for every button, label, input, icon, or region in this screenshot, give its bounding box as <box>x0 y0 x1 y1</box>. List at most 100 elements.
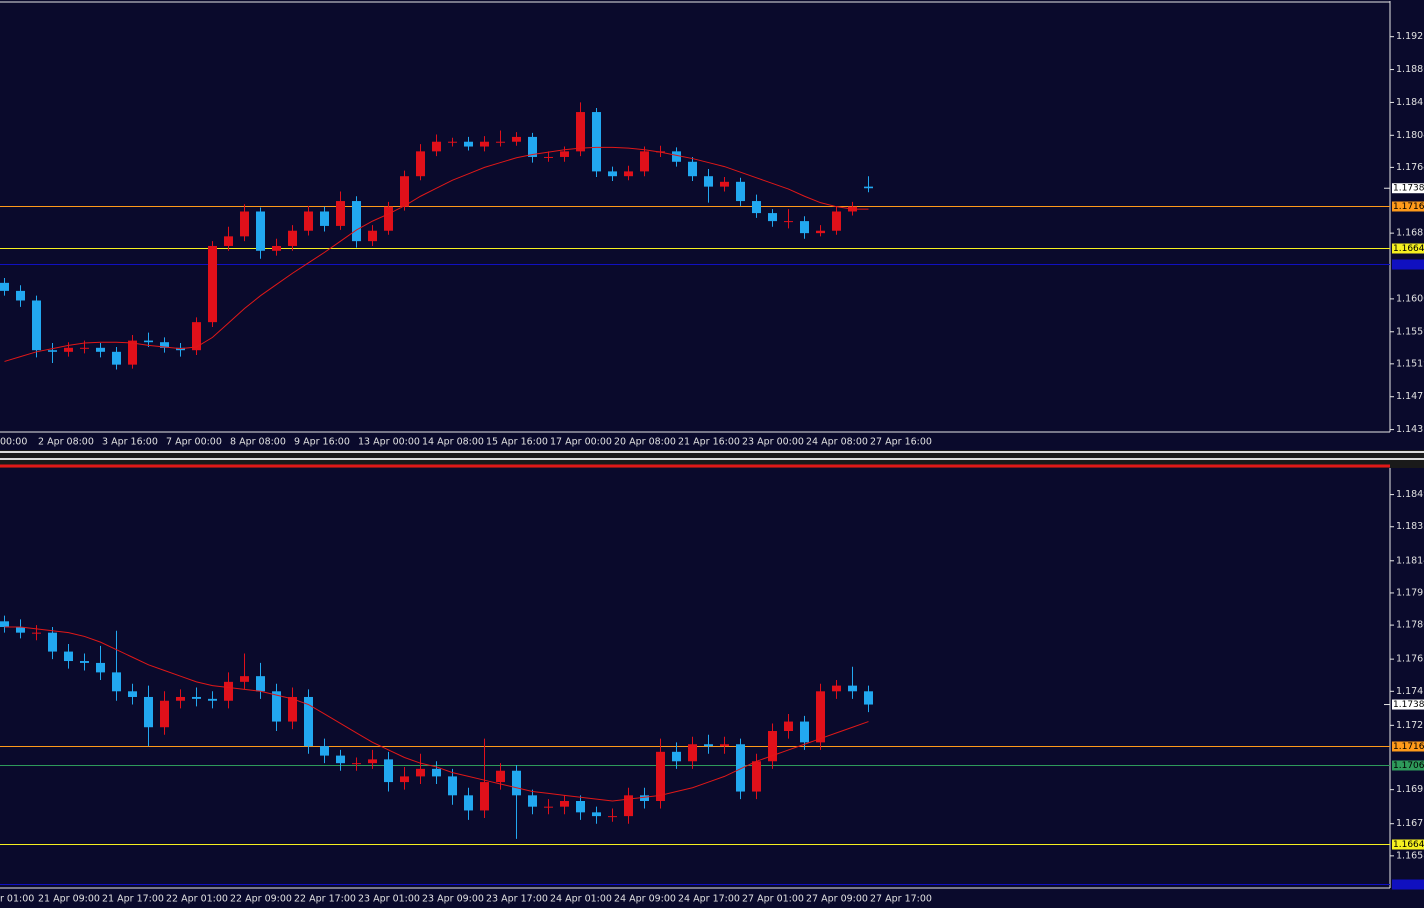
candle-body <box>48 350 57 352</box>
candle-body <box>208 245 217 323</box>
candle-body <box>272 691 281 722</box>
candle-body <box>336 201 345 226</box>
candle-body <box>176 696 185 701</box>
candle-body <box>96 347 105 352</box>
price-tag <box>1392 839 1424 850</box>
y-tick-label: 1.1832 <box>1396 521 1424 532</box>
candle-body <box>192 322 201 351</box>
candle-body <box>640 795 649 801</box>
y-tick-label: 1.1804 <box>1396 130 1424 141</box>
candle-body <box>192 696 201 699</box>
candle-body <box>400 776 409 783</box>
y-tick-label: 1.1727 <box>1396 720 1424 731</box>
y-tick-label: 1.1762 <box>1396 654 1424 665</box>
x-tick-label: 13 Apr 00:00 <box>358 437 420 448</box>
candle-body <box>384 206 393 231</box>
y-tick-label: 1.1693 <box>1396 784 1424 795</box>
candle-body <box>864 186 873 189</box>
candle-body <box>480 141 489 147</box>
x-tick-label: 24 Apr 08:00 <box>806 437 868 448</box>
x-tick-label: 8 Apr 08:00 <box>230 437 286 448</box>
candle-body <box>576 112 585 152</box>
candle-body <box>208 698 217 701</box>
candle-body <box>416 768 425 777</box>
candle-body <box>400 176 409 207</box>
candle-body <box>720 744 729 747</box>
candle-body <box>464 141 473 147</box>
x-tick-label: 22 Apr 09:00 <box>230 894 292 905</box>
bid-tag <box>1392 183 1424 194</box>
candle-body <box>640 151 649 172</box>
candle-body <box>800 221 809 234</box>
candle-body <box>384 759 393 783</box>
candle-body <box>496 141 505 143</box>
panel-bottom <box>0 468 1424 908</box>
candle-body <box>624 795 633 817</box>
price-tag <box>1392 760 1424 771</box>
candle-body <box>16 290 25 301</box>
candle-body <box>80 661 89 663</box>
candle-body <box>480 782 489 811</box>
x-tick-label: 23 Apr 09:00 <box>422 894 484 905</box>
candle-body <box>560 151 569 157</box>
candle-body <box>80 347 89 349</box>
candle-body <box>0 282 9 291</box>
x-tick-label: 23 Apr 17:00 <box>486 894 548 905</box>
candle-body <box>32 632 41 634</box>
price-tag <box>1392 741 1424 752</box>
candle-body <box>768 731 777 762</box>
candle-body <box>704 176 713 187</box>
x-tick-label: 24 Apr 09:00 <box>614 894 676 905</box>
candle-body <box>224 681 233 701</box>
candle-body <box>320 211 329 226</box>
x-tick-label: 22 Apr 17:00 <box>294 894 356 905</box>
bid-tag-label: 1.1738 <box>1393 700 1424 710</box>
candle-body <box>240 211 249 237</box>
y-tick-label: 1.1559 <box>1396 326 1424 337</box>
candle-body <box>704 744 713 747</box>
candle-body <box>272 245 281 251</box>
candle-body <box>352 763 361 765</box>
y-tick-label: 1.1437 <box>1396 424 1424 435</box>
candle-body <box>352 201 361 242</box>
candle-body <box>304 696 313 747</box>
x-tick-label: 23 Apr 01:00 <box>358 894 420 905</box>
candle-body <box>608 816 617 818</box>
candle-body <box>496 770 505 783</box>
candle-body <box>64 347 73 352</box>
candle-body <box>656 751 665 801</box>
candle-body <box>336 755 345 764</box>
candle-body <box>816 691 825 743</box>
candle-body <box>576 800 585 813</box>
y-tick-label: 1.1478 <box>1396 391 1424 402</box>
x-tick-label: 27 Apr 16:00 <box>870 437 932 448</box>
candle-body <box>128 691 137 697</box>
candle-body <box>368 759 377 764</box>
candle-body <box>16 626 25 633</box>
bid-tag-label: 1.1738 <box>1393 184 1424 194</box>
y-tick-label: 1.1682 <box>1396 228 1424 239</box>
x-tick-label: 2 Apr 08:00 <box>38 437 94 448</box>
candle-body <box>288 696 297 722</box>
x-tick-label: 21 Apr 09:00 <box>38 894 100 905</box>
candle-body <box>368 230 377 242</box>
moving-average <box>4 626 869 802</box>
x-tick-label: 23 Apr 00:00 <box>742 437 804 448</box>
candle-body <box>864 691 873 705</box>
y-tick-label: 1.1745 <box>1396 686 1424 697</box>
candle-body <box>240 676 249 682</box>
candle-body <box>448 141 457 143</box>
candle-body <box>832 685 841 692</box>
candle-body <box>544 806 553 808</box>
candle-body <box>64 651 73 662</box>
candle-body <box>848 685 857 692</box>
price-tag-label: 1.1664 <box>1393 840 1424 850</box>
x-tick-label: 3 Apr 16:00 <box>102 437 158 448</box>
candle-body <box>464 795 473 811</box>
price-tag <box>1392 879 1424 890</box>
candle-body <box>800 721 809 743</box>
candle-body <box>672 151 681 162</box>
y-tick-label: 1.1658 <box>1396 850 1424 861</box>
y-tick-label: 1.1849 <box>1396 489 1424 500</box>
x-tick-label: 21 Apr 16:00 <box>678 437 740 448</box>
